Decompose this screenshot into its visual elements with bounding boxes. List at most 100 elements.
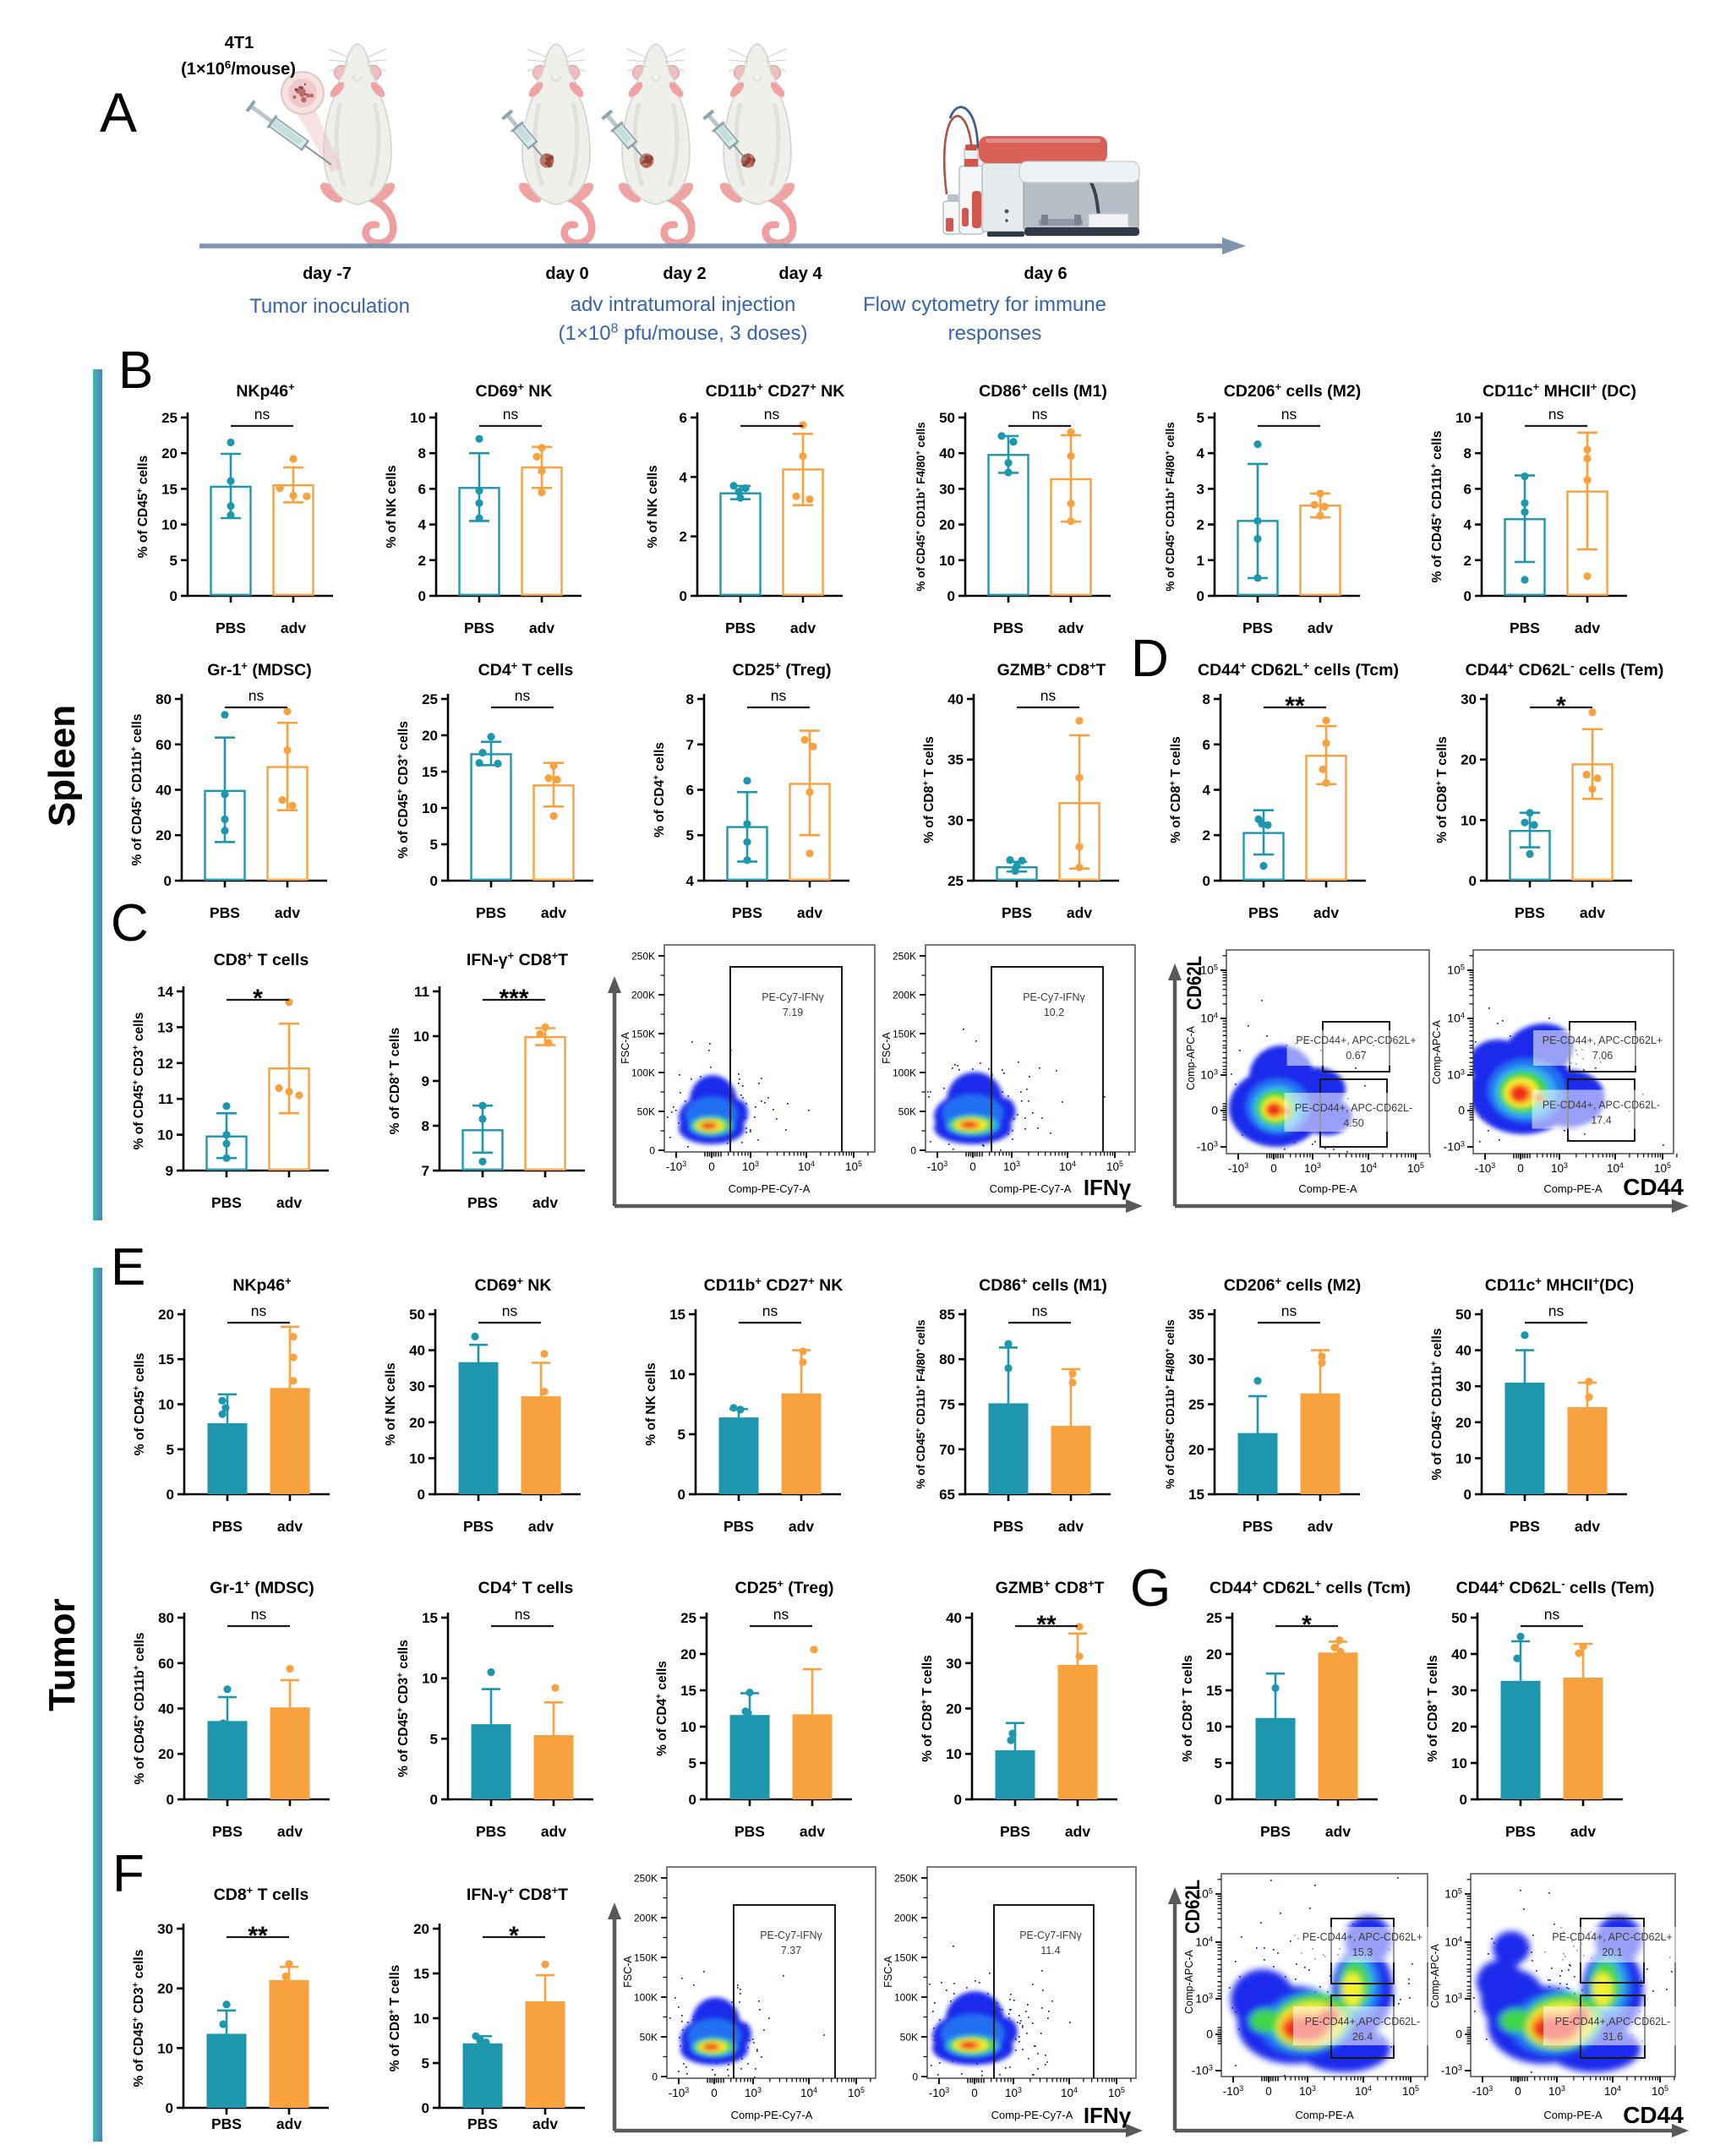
svg-text:ns: ns	[251, 1606, 267, 1623]
svg-text:40: 40	[946, 1610, 962, 1626]
svg-text:ns: ns	[764, 406, 780, 423]
svg-text:8: 8	[418, 445, 426, 461]
svg-text:17.4: 17.4	[1591, 1115, 1611, 1127]
svg-text:200K: 200K	[894, 1913, 918, 1924]
svg-text:E: E	[111, 1238, 145, 1296]
svg-text:14: 14	[157, 984, 173, 1000]
svg-text:105: 105	[1444, 1887, 1462, 1901]
svg-text:PBS: PBS	[993, 1518, 1024, 1535]
svg-text:% of CD45+ CD11b+ cells: % of CD45+ CD11b+ cells	[132, 1633, 147, 1785]
svg-text:8: 8	[422, 1118, 429, 1134]
svg-text:20: 20	[161, 445, 177, 461]
svg-text:250K: 250K	[634, 1873, 658, 1885]
svg-text:35: 35	[947, 752, 964, 768]
svg-text:105: 105	[1195, 1887, 1213, 1901]
svg-text:B: B	[118, 341, 153, 400]
svg-text:ns: ns	[503, 406, 519, 423]
svg-text:*: *	[1302, 1611, 1312, 1639]
svg-text:-103: -103	[1444, 1140, 1465, 1154]
svg-text:103: 103	[1003, 1160, 1020, 1173]
svg-text:PE-CD44+, APC-CD62L-: PE-CD44+, APC-CD62L-	[1295, 1102, 1412, 1114]
svg-text:CD8+ T cells: CD8+ T cells	[214, 949, 309, 969]
svg-text:0: 0	[166, 2100, 173, 2116]
svg-text:-103: -103	[927, 1160, 948, 1173]
svg-text:CD206+ cells (M2): CD206+ cells (M2)	[1224, 1274, 1362, 1295]
svg-text:4: 4	[418, 517, 427, 533]
svg-text:CD4+ T cells: CD4+ T cells	[478, 1577, 574, 1597]
svg-text:10: 10	[946, 1746, 962, 1762]
svg-text:CD44: CD44	[1623, 1174, 1684, 1200]
svg-text:PBS: PBS	[216, 620, 246, 636]
svg-text:0: 0	[947, 588, 955, 604]
svg-text:-103: -103	[1472, 2084, 1493, 2098]
svg-text:Spleen: Spleen	[41, 705, 83, 827]
svg-text:20: 20	[1451, 1719, 1467, 1735]
svg-text:0: 0	[678, 1487, 685, 1503]
svg-text:0: 0	[1455, 2028, 1462, 2041]
svg-text:adv: adv	[276, 1194, 302, 1211]
svg-text:60: 60	[158, 1656, 174, 1672]
svg-text:adv: adv	[541, 904, 566, 921]
svg-text:20: 20	[939, 517, 955, 533]
svg-text:CD86+ cells (M1): CD86+ cells (M1)	[979, 380, 1107, 401]
svg-text:PBS: PBS	[476, 904, 506, 921]
svg-text:ns: ns	[1032, 406, 1048, 423]
svg-text:Gr-1+ (MDSC): Gr-1+ (MDSC)	[210, 1577, 314, 1597]
svg-text:100K: 100K	[634, 1992, 658, 2004]
svg-text:30: 30	[409, 1378, 425, 1395]
svg-text:104: 104	[800, 2086, 817, 2099]
svg-text:IFN-γ+ CD8+T: IFN-γ+ CD8+T	[467, 1884, 568, 1904]
svg-text:9: 9	[166, 1163, 173, 1179]
svg-text:ns: ns	[1544, 1606, 1560, 1623]
svg-text:PBS: PBS	[212, 1518, 243, 1535]
svg-text:25: 25	[947, 873, 964, 889]
svg-text:adv: adv	[800, 1823, 825, 1840]
svg-text:PE-Cy7-IFNγ: PE-Cy7-IFNγ	[1019, 1929, 1082, 1941]
svg-text:Comp-PE-Cy7-A: Comp-PE-Cy7-A	[729, 1182, 811, 1195]
svg-text:10: 10	[409, 1450, 425, 1466]
svg-text:PBS: PBS	[1000, 1823, 1030, 1840]
svg-text:5: 5	[1215, 1755, 1222, 1771]
svg-text:20: 20	[1188, 1442, 1204, 1458]
svg-text:-103: -103	[1223, 2084, 1244, 2098]
svg-text:day 2: day 2	[663, 265, 706, 283]
svg-text:Comp-PE-A: Comp-PE-A	[1298, 1182, 1357, 1195]
svg-text:11.4: 11.4	[1040, 1945, 1060, 1957]
svg-text:*: *	[253, 985, 263, 1013]
svg-text:0: 0	[649, 1145, 655, 1157]
svg-text:% of CD8+ T cells: % of CD8+ T cells	[1425, 1655, 1440, 1762]
svg-text:200K: 200K	[893, 990, 916, 1002]
svg-text:9: 9	[422, 1073, 429, 1089]
svg-text:60: 60	[156, 737, 172, 753]
svg-text:20: 20	[946, 1701, 962, 1717]
svg-text:-103: -103	[669, 2086, 690, 2099]
svg-text:day -7: day -7	[303, 265, 352, 283]
svg-text:GZMB+ CD8+T: GZMB+ CD8+T	[996, 1577, 1105, 1597]
svg-text:10: 10	[939, 553, 955, 569]
svg-text:25: 25	[680, 1610, 696, 1626]
svg-text:adv: adv	[797, 904, 822, 921]
svg-text:CD62L: CD62L	[1183, 956, 1206, 1010]
svg-text:ns: ns	[1281, 406, 1297, 423]
svg-text:adv: adv	[1570, 1823, 1596, 1840]
svg-text:7: 7	[422, 1163, 429, 1179]
svg-text:40: 40	[156, 783, 172, 799]
svg-text:100K: 100K	[631, 1067, 655, 1079]
svg-text:105: 105	[1108, 2086, 1125, 2099]
svg-text:80: 80	[939, 1351, 955, 1367]
svg-text:PE-CD44+, APC-CD62L-: PE-CD44+, APC-CD62L-	[1543, 1100, 1660, 1111]
svg-text:FSC-A: FSC-A	[882, 1956, 894, 1988]
svg-text:Tumor: Tumor	[41, 1598, 83, 1711]
svg-text:20: 20	[422, 728, 438, 744]
svg-text:CD44+ CD62L+ cells (Tcm): CD44+ CD62L+ cells (Tcm)	[1198, 659, 1399, 680]
svg-text:IFN-γ+ CD8+T: IFN-γ+ CD8+T	[467, 949, 568, 969]
svg-text:4: 4	[686, 873, 695, 889]
svg-text:CD62L: CD62L	[1182, 1880, 1204, 1934]
svg-text:CD206+ cells (M2): CD206+ cells (M2)	[1224, 380, 1362, 401]
svg-text:adv: adv	[275, 904, 300, 921]
svg-text:CD44+ CD62L- cells (Tem): CD44+ CD62L- cells (Tem)	[1466, 659, 1664, 680]
svg-text:Comp-PE-Cy7-A: Comp-PE-Cy7-A	[731, 2109, 813, 2121]
svg-text:20.1: 20.1	[1602, 1946, 1622, 1958]
svg-text:adv: adv	[1308, 620, 1333, 636]
svg-text:10: 10	[158, 1397, 174, 1413]
